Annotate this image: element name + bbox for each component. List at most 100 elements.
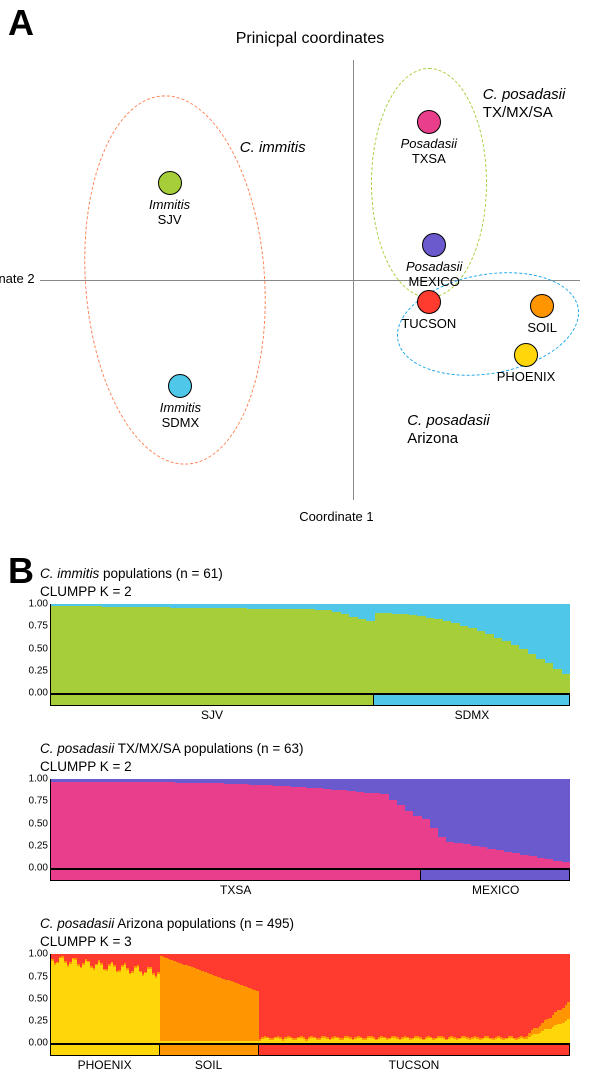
structure-bar bbox=[562, 779, 570, 868]
structure-bar bbox=[255, 604, 264, 693]
structure-bar bbox=[366, 604, 375, 693]
structure-bar bbox=[247, 604, 256, 693]
structure-bar bbox=[170, 604, 179, 693]
txmxsa-structure-plot: 0.000.250.500.751.00 bbox=[50, 779, 570, 869]
posadasii-txsa-point bbox=[417, 110, 441, 134]
structure-bar bbox=[512, 779, 520, 868]
structure-bar bbox=[485, 604, 494, 693]
structure-bar bbox=[567, 954, 570, 1043]
structure-bar bbox=[94, 604, 103, 693]
structure-bar bbox=[238, 604, 247, 693]
structure-bar bbox=[477, 604, 486, 693]
ytick: 0.75 bbox=[29, 621, 48, 632]
structure-bar bbox=[213, 604, 222, 693]
structure-bar bbox=[196, 604, 205, 693]
structure-bar bbox=[232, 779, 240, 868]
txmxsa-structure-poplabels: TXSAMEXICO bbox=[50, 881, 570, 897]
structure-bar bbox=[59, 779, 67, 868]
structure-bar bbox=[158, 779, 166, 868]
ytick: 0.50 bbox=[29, 818, 48, 829]
structure-bar bbox=[125, 779, 133, 868]
structure-bar bbox=[60, 604, 69, 693]
structure-bar bbox=[221, 604, 230, 693]
structure-bar bbox=[153, 604, 162, 693]
structure-bar bbox=[175, 779, 183, 868]
pop-label-sjv: SJV bbox=[50, 706, 374, 722]
structure-bar bbox=[142, 779, 150, 868]
tucson-label: TUCSON bbox=[401, 317, 456, 332]
structure-bar bbox=[413, 779, 421, 868]
structure-bar bbox=[392, 604, 401, 693]
pop-color-phoenix bbox=[51, 1045, 160, 1055]
immitis-structure-popbar bbox=[50, 694, 570, 706]
structure-bar bbox=[372, 779, 380, 868]
structure-bar bbox=[67, 779, 75, 868]
structure-bar bbox=[289, 604, 298, 693]
immitis-structure-title: C. immitis populations (n = 61)CLUMPP K … bbox=[40, 565, 570, 600]
txmxsa-structure-popbar bbox=[50, 869, 570, 881]
structure-bar bbox=[356, 779, 364, 868]
structure-bar bbox=[383, 604, 392, 693]
structure-bar bbox=[389, 779, 397, 868]
structure-bar bbox=[111, 604, 120, 693]
ytick: 0.75 bbox=[29, 971, 48, 982]
txmxsa-structure-title: C. posadasii TX/MX/SA populations (n = 6… bbox=[40, 740, 570, 775]
structure-bar bbox=[323, 779, 331, 868]
structure-bar bbox=[468, 604, 477, 693]
structure-bar bbox=[511, 604, 520, 693]
structure-bar bbox=[364, 779, 372, 868]
ytick: 0.75 bbox=[29, 796, 48, 807]
immitis-sjv-point bbox=[158, 171, 182, 195]
y-axis-label: Coordinate 2 bbox=[0, 271, 35, 286]
structure-bar bbox=[504, 779, 512, 868]
structure-bar bbox=[51, 779, 59, 868]
structure-bar bbox=[426, 604, 435, 693]
structure-bar bbox=[102, 604, 111, 693]
pop-label-tucson: TUCSON bbox=[258, 1056, 570, 1072]
structure-bar bbox=[187, 604, 196, 693]
structure-bar bbox=[315, 779, 323, 868]
posadasii-txsa-label: PosadasiiTXSA bbox=[401, 137, 457, 167]
structure-bar bbox=[502, 604, 511, 693]
structure-bar bbox=[397, 779, 405, 868]
pop-color-sjv bbox=[51, 695, 374, 705]
structure-bar bbox=[117, 779, 125, 868]
ytick: 0.00 bbox=[29, 1038, 48, 1049]
structure-bar bbox=[545, 604, 554, 693]
immitis-structure-plot: 0.000.250.500.751.00 bbox=[50, 604, 570, 694]
structure-bar bbox=[240, 779, 248, 868]
structure-bar bbox=[191, 779, 199, 868]
ytick: 0.00 bbox=[29, 688, 48, 699]
pop-color-soil bbox=[160, 1045, 259, 1055]
ytick: 0.00 bbox=[29, 863, 48, 874]
ytick: 1.00 bbox=[29, 599, 48, 610]
immitis-structure-poplabels: SJVSDMX bbox=[50, 706, 570, 722]
structure-bar bbox=[166, 779, 174, 868]
structure-bar bbox=[536, 604, 545, 693]
arizona-structure-poplabels: PHOENIXSOILTUCSON bbox=[50, 1056, 570, 1072]
phoenix-point bbox=[514, 343, 538, 367]
structure-bar bbox=[199, 779, 207, 868]
structure-bar bbox=[298, 779, 306, 868]
pop-color-mexico bbox=[421, 870, 569, 880]
arizona-structure-title: C. posadasii Arizona populations (n = 49… bbox=[40, 915, 570, 950]
structure-bar bbox=[100, 779, 108, 868]
ytick: 1.00 bbox=[29, 949, 48, 960]
structure-bar bbox=[438, 779, 446, 868]
soil-point bbox=[530, 294, 554, 318]
pop-color-sdmx bbox=[374, 695, 569, 705]
structure-bar bbox=[216, 779, 224, 868]
structure-bar bbox=[249, 779, 257, 868]
structure-bar bbox=[545, 779, 553, 868]
structure-bar bbox=[454, 779, 462, 868]
immitis-structure: C. immitis populations (n = 61)CLUMPP K … bbox=[40, 565, 570, 722]
structure-bar bbox=[179, 604, 188, 693]
structure-bar bbox=[76, 779, 84, 868]
structure-bar bbox=[265, 779, 273, 868]
phoenix-label: PHOENIX bbox=[497, 370, 556, 385]
x-axis-label: Coordinate 1 bbox=[299, 509, 373, 524]
pop-label-soil: SOIL bbox=[159, 1056, 258, 1072]
arizona-structure-plot: 0.000.250.500.751.00 bbox=[50, 954, 570, 1044]
y-axis bbox=[353, 60, 354, 500]
immitis-group-label: C. immitis bbox=[240, 139, 306, 157]
